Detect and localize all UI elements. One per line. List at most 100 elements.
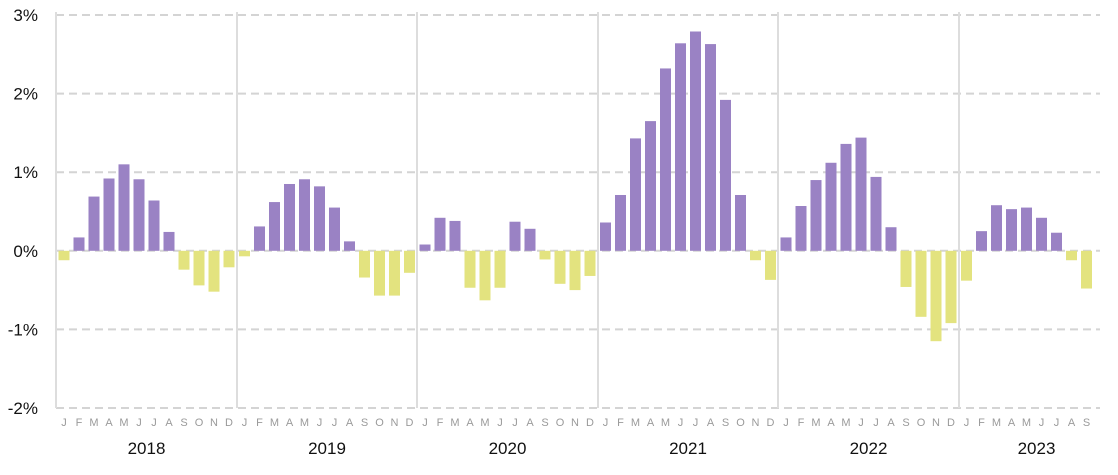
bar-2023-8 <box>1066 250 1077 261</box>
bar-2023-2 <box>976 231 987 251</box>
y-axis: 3% 2% 1% 0% -1% -2% <box>8 6 38 418</box>
month-tick-label: S <box>722 417 729 429</box>
bar-2021-7 <box>690 31 701 251</box>
month-tick-label: A <box>165 417 173 429</box>
month-tick-label: J <box>332 417 338 429</box>
y-tick-label: 1% <box>13 163 38 182</box>
bar-2020-10 <box>554 250 566 284</box>
month-tick-label: A <box>1008 417 1016 429</box>
month-tick-label: F <box>76 417 83 429</box>
bar-2020-9 <box>539 250 551 260</box>
bar-2021-6 <box>675 43 686 251</box>
month-tick-label: D <box>947 417 955 429</box>
bar-2021-11 <box>750 250 761 261</box>
month-tick-label: M <box>450 417 459 429</box>
month-tick-label: J <box>1054 417 1060 429</box>
bar-2018-2 <box>73 237 85 251</box>
month-tick-label: S <box>541 417 548 429</box>
month-tick-label: M <box>1022 417 1031 429</box>
month-tick-label: J <box>151 417 157 429</box>
month-tick-label: F <box>437 417 444 429</box>
y-tick-label: 0% <box>13 242 38 261</box>
month-tick-label: J <box>136 417 142 429</box>
bar-2022-11 <box>930 250 942 342</box>
bar-2018-9 <box>178 250 190 270</box>
month-tick-label: J <box>317 417 323 429</box>
bar-2019-3 <box>269 202 280 251</box>
month-tick-label: D <box>406 417 414 429</box>
year-label-2019: 2019 <box>308 439 346 458</box>
month-tick-label: J <box>422 417 428 429</box>
month-tick-label: N <box>210 417 218 429</box>
month-tick-label: A <box>647 417 655 429</box>
bar-2019-5 <box>299 179 310 251</box>
month-tick-label: M <box>300 417 309 429</box>
month-tick-label: J <box>693 417 699 429</box>
bars <box>58 31 1092 342</box>
bar-2021-5 <box>660 68 671 251</box>
month-tick-label: O <box>556 417 565 429</box>
bar-2022-6 <box>855 137 867 251</box>
month-tick-label: A <box>1068 417 1076 429</box>
bar-2022-2 <box>795 205 807 251</box>
bar-2018-3 <box>88 196 100 251</box>
bar-2021-8 <box>705 44 716 251</box>
month-tick-label: N <box>932 417 940 429</box>
year-label-2023: 2023 <box>1018 439 1056 458</box>
month-tick-label: S <box>902 417 909 429</box>
month-tick-label: A <box>827 417 835 429</box>
year-labels: 2018 2019 2020 2021 2022 2023 <box>128 439 1056 458</box>
bar-2018-4 <box>103 178 115 251</box>
month-tick-label: N <box>571 417 579 429</box>
bar-2020-8 <box>524 228 536 251</box>
bar-2021-10 <box>735 194 746 251</box>
bar-2022-5 <box>840 143 852 251</box>
bar-2022-10 <box>915 250 927 317</box>
bar-2022-7 <box>870 176 882 251</box>
bar-2020-2 <box>434 217 446 251</box>
month-tick-label: F <box>978 417 985 429</box>
bar-2018-11 <box>208 250 220 292</box>
bar-2021-2 <box>615 194 626 251</box>
month-tick-label: S <box>180 417 187 429</box>
bar-2019-11 <box>389 250 400 296</box>
bar-2021-1 <box>600 222 611 251</box>
bar-2022-1 <box>780 237 792 251</box>
bar-2019-7 <box>329 207 340 251</box>
month-tick-label: N <box>391 417 399 429</box>
bar-2019-12 <box>404 250 415 273</box>
bar-2023-4 <box>1006 209 1017 251</box>
month-tick-label: J <box>497 417 503 429</box>
bar-2023-1 <box>961 250 972 281</box>
month-tick-label: J <box>858 417 864 429</box>
bar-2018-8 <box>163 231 175 251</box>
year-label-2020: 2020 <box>489 439 527 458</box>
bar-2019-8 <box>344 241 355 251</box>
bar-2021-4 <box>645 121 656 251</box>
month-tick-label: M <box>811 417 820 429</box>
month-tick-label: S <box>361 417 368 429</box>
bar-2019-9 <box>359 250 370 278</box>
bar-2019-10 <box>374 250 385 296</box>
bar-2018-6 <box>133 179 145 251</box>
month-tick-label: M <box>480 417 489 429</box>
bar-2022-3 <box>810 180 822 251</box>
bar-2021-3 <box>630 138 641 251</box>
month-tick-label: J <box>242 417 248 429</box>
gridlines <box>55 12 1100 409</box>
month-tick-label: M <box>119 417 128 429</box>
bar-2020-6 <box>494 250 506 288</box>
month-tick-label: A <box>346 417 354 429</box>
bar-2018-7 <box>148 200 160 251</box>
month-tick-label: J <box>678 417 684 429</box>
month-tick-label: J <box>873 417 879 429</box>
y-tick-label: 3% <box>13 6 38 25</box>
bar-2019-2 <box>254 226 265 251</box>
month-tick-label: M <box>841 417 850 429</box>
bar-2019-6 <box>314 186 325 251</box>
month-tick-label: M <box>631 417 640 429</box>
month-tick-label: J <box>61 417 67 429</box>
bar-2019-4 <box>284 183 295 251</box>
